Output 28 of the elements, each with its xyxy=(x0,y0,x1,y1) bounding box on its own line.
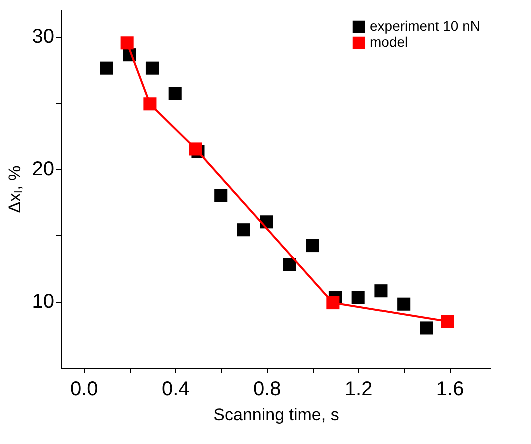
point xyxy=(352,291,365,304)
point xyxy=(441,315,454,328)
point xyxy=(146,62,160,75)
point xyxy=(120,36,134,50)
y-tick-label: 20 xyxy=(32,158,54,181)
point xyxy=(189,142,202,156)
point xyxy=(237,224,250,237)
x-tick-label: 0.8 xyxy=(253,378,282,400)
x-tick-label: 0.4 xyxy=(162,378,190,400)
legend-label: experiment 10 nN xyxy=(370,18,481,34)
point xyxy=(168,87,182,100)
point xyxy=(326,296,340,310)
x-tick-label: 1.6 xyxy=(436,378,464,400)
x-tick-label: 0.0 xyxy=(70,378,98,400)
x-tick-label: 1.2 xyxy=(344,378,373,400)
point xyxy=(144,98,157,111)
point xyxy=(398,298,411,311)
y-tick-label: 10 xyxy=(32,291,54,314)
y-tick-label: 30 xyxy=(32,26,54,48)
point xyxy=(283,258,296,272)
x-axis-title: Scanning time, s xyxy=(214,406,340,424)
point xyxy=(420,322,434,335)
point xyxy=(374,284,388,298)
legend-label: model xyxy=(370,34,408,50)
point xyxy=(100,62,114,75)
point xyxy=(306,239,320,253)
point xyxy=(214,189,228,202)
y-axis-title: Δxₗ, % xyxy=(5,166,24,214)
